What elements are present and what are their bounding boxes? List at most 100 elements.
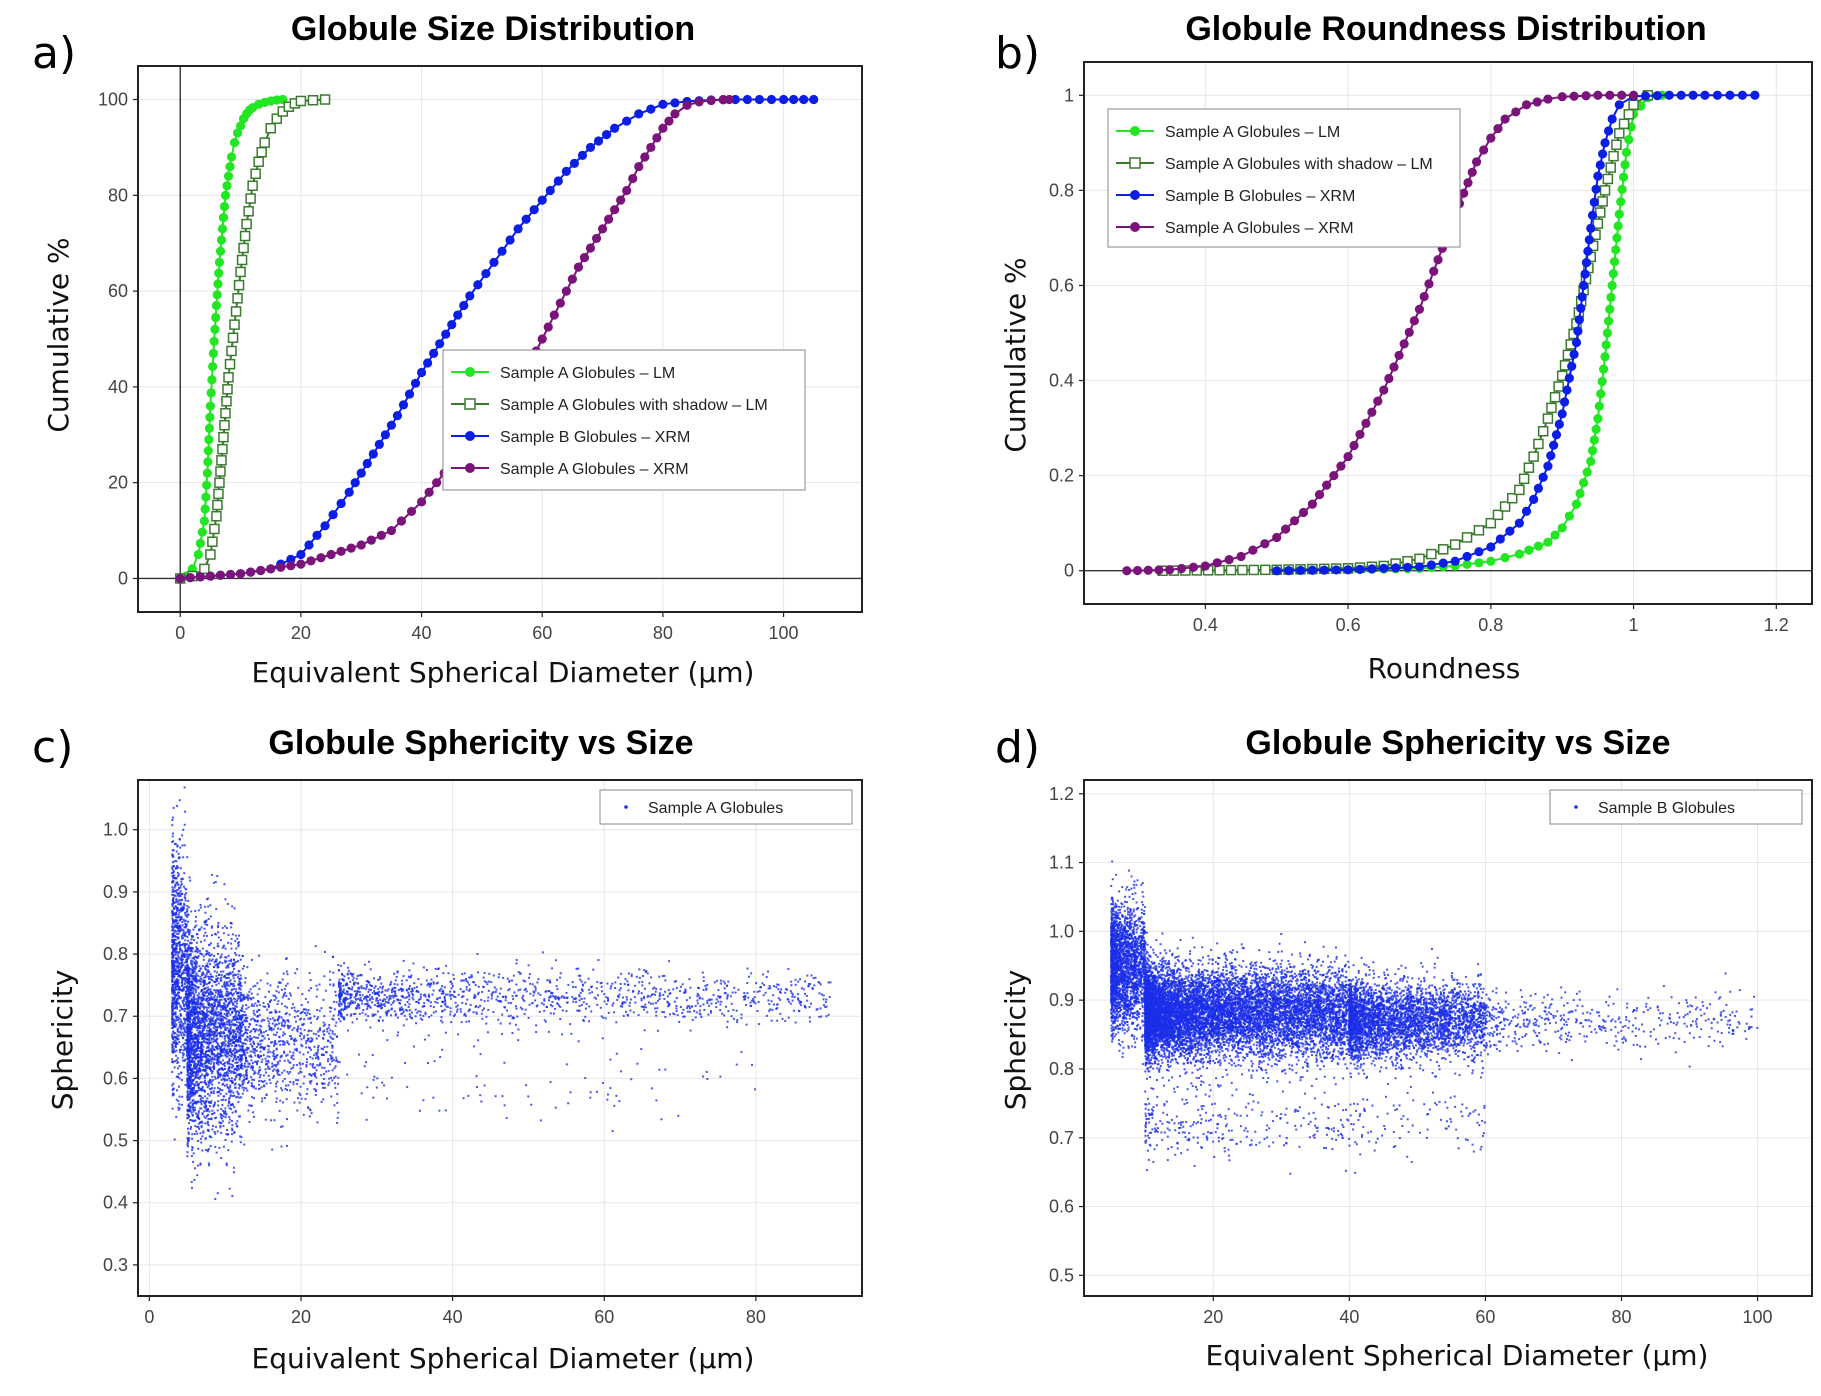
point — [251, 1068, 254, 1071]
point — [197, 1139, 200, 1142]
point — [216, 952, 219, 955]
point-60 — [1602, 173, 1614, 185]
point — [184, 912, 187, 915]
point-37 — [259, 137, 270, 148]
point — [208, 1020, 211, 1023]
point — [180, 1020, 183, 1023]
point — [280, 1016, 283, 1019]
point — [206, 986, 209, 989]
point — [224, 994, 227, 997]
point-59 — [1599, 185, 1611, 196]
point — [215, 1014, 218, 1017]
point — [209, 1145, 212, 1148]
point — [185, 993, 188, 996]
legend-item-0: Sample A Globules – LM — [451, 365, 675, 382]
point — [207, 991, 210, 994]
point — [208, 954, 211, 957]
point — [293, 1006, 296, 1009]
point — [257, 1087, 260, 1090]
point — [206, 1149, 209, 1152]
point — [184, 1042, 187, 1045]
point — [322, 1037, 325, 1040]
point — [235, 1051, 238, 1054]
point-10 — [1391, 563, 1401, 573]
point — [174, 1001, 177, 1004]
point — [204, 923, 207, 926]
point — [233, 961, 236, 964]
point — [173, 921, 176, 924]
point — [250, 958, 253, 961]
point — [218, 1013, 221, 1016]
point-43 — [295, 95, 307, 107]
point — [210, 1080, 213, 1083]
point — [193, 1044, 196, 1047]
point — [273, 1068, 276, 1071]
point — [201, 1064, 204, 1067]
point — [187, 1036, 190, 1039]
point — [239, 1035, 242, 1038]
point — [218, 1003, 221, 1006]
point — [215, 979, 218, 982]
point — [233, 980, 236, 983]
point — [200, 1045, 203, 1048]
point — [199, 952, 202, 955]
point — [231, 1007, 234, 1010]
point — [337, 1111, 340, 1114]
point — [214, 964, 217, 967]
point — [284, 1084, 287, 1087]
point — [171, 939, 174, 942]
point — [194, 1125, 197, 1128]
point — [258, 1013, 261, 1016]
point — [182, 856, 185, 859]
point — [214, 881, 217, 884]
panel-d-title: Globule Sphericity vs Size — [1245, 724, 1670, 762]
point-8 — [1248, 564, 1260, 576]
point-18 — [356, 540, 366, 550]
point — [275, 1047, 278, 1050]
point — [256, 1015, 259, 1018]
point — [193, 1008, 196, 1011]
point — [185, 1007, 188, 1010]
point-51 — [604, 214, 614, 224]
point — [173, 860, 176, 863]
point — [328, 1024, 331, 1027]
point — [189, 1068, 192, 1071]
point — [286, 1041, 289, 1044]
point — [214, 1010, 217, 1013]
point-23 — [406, 506, 417, 517]
point — [300, 1038, 303, 1041]
point — [223, 982, 226, 985]
point-22 — [1521, 506, 1532, 516]
point — [182, 929, 185, 932]
legend-label: Sample A Globules – XRM — [500, 461, 689, 478]
point — [187, 1002, 190, 1005]
point — [251, 1050, 254, 1053]
point — [205, 1014, 208, 1017]
point — [209, 1011, 212, 1014]
point — [210, 1136, 213, 1139]
point — [310, 1021, 313, 1024]
point — [177, 975, 180, 978]
point — [226, 1055, 229, 1058]
point-31 — [423, 358, 433, 368]
point — [180, 965, 183, 968]
point — [219, 1054, 222, 1057]
point — [296, 1015, 299, 1018]
point — [322, 998, 325, 1001]
plot-frame — [137, 65, 863, 613]
point — [207, 975, 210, 978]
point — [179, 1031, 182, 1034]
point — [198, 1089, 201, 1092]
point — [213, 947, 216, 949]
point — [186, 1010, 189, 1013]
point — [178, 799, 181, 802]
legend-label: Sample A Globules – XRM — [1165, 220, 1354, 237]
point — [187, 1050, 190, 1053]
point — [206, 1038, 209, 1041]
point — [239, 988, 242, 991]
point — [172, 920, 175, 923]
point-22 — [229, 319, 240, 330]
legend-label: Sample B Globules – XRM — [1165, 188, 1355, 205]
point — [193, 1061, 196, 1064]
point — [171, 1107, 174, 1110]
